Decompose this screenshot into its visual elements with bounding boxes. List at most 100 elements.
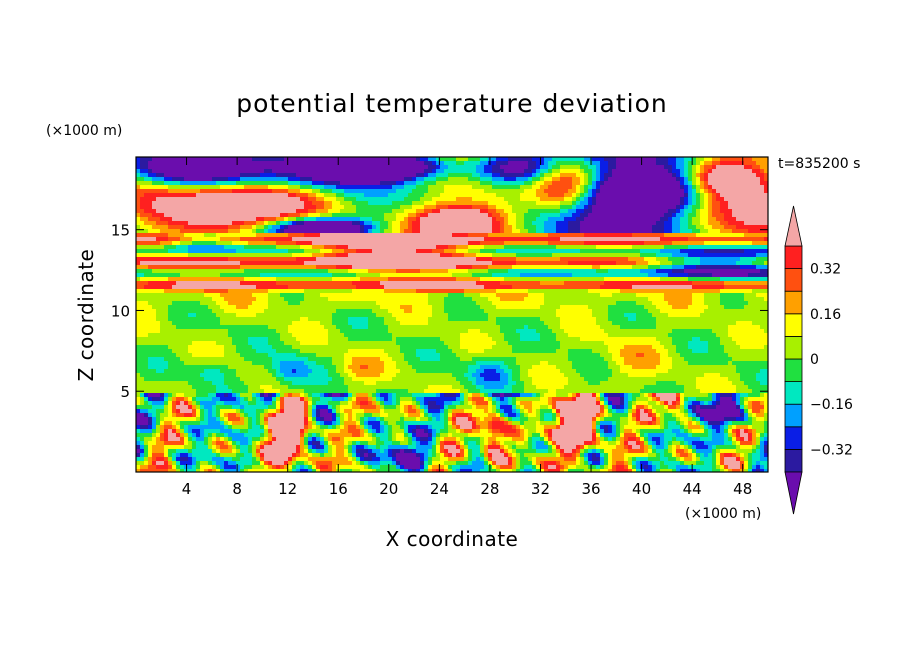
field-cell [276, 225, 281, 230]
field-cell [404, 237, 409, 242]
field-cell [292, 157, 297, 162]
field-cell [344, 209, 349, 214]
field-cell [588, 201, 593, 206]
field-cell [400, 189, 405, 194]
field-cell [252, 281, 257, 286]
field-cell [276, 181, 281, 186]
field-cell [172, 265, 177, 270]
field-cell [332, 189, 337, 194]
field-cell [704, 265, 709, 270]
field-cell [664, 157, 669, 162]
field-cell [712, 273, 717, 278]
field-cell [440, 161, 445, 166]
field-cell [240, 281, 245, 286]
field-cell [180, 189, 185, 194]
field-cell [556, 225, 561, 230]
field-cell [672, 221, 677, 226]
field-cell [324, 185, 329, 190]
field-cell [600, 193, 605, 198]
field-cell [188, 201, 193, 206]
field-cell [732, 225, 737, 230]
field-cell [616, 253, 621, 258]
field-cell [692, 225, 697, 230]
field-cell [252, 249, 257, 254]
field-cell [168, 209, 173, 214]
field-cell [504, 273, 509, 278]
field-cell [264, 157, 269, 162]
field-cell [280, 185, 285, 190]
field-cell [300, 185, 305, 190]
field-cell [220, 269, 225, 274]
field-cell [452, 201, 457, 206]
field-cell [292, 201, 297, 206]
field-cell [248, 241, 253, 246]
field-cell [380, 209, 385, 214]
field-cell [292, 245, 297, 250]
field-cell [760, 217, 765, 222]
field-cell [668, 229, 673, 234]
field-cell [752, 237, 757, 242]
field-cell [568, 233, 573, 238]
field-cell [380, 181, 385, 186]
field-cell [464, 189, 469, 194]
field-cell [748, 241, 753, 246]
field-cell [320, 209, 325, 214]
field-cell [188, 245, 193, 250]
field-cell [616, 233, 621, 238]
field-cell [192, 173, 197, 178]
field-cell [156, 249, 161, 254]
field-cell [648, 193, 653, 198]
field-cell [692, 177, 697, 182]
field-cell [696, 165, 701, 170]
field-cell [240, 221, 245, 226]
field-cell [328, 181, 333, 186]
field-cell [208, 233, 213, 238]
field-cell [156, 265, 161, 270]
field-cell [388, 193, 393, 198]
field-cell [680, 157, 685, 162]
field-cell [632, 197, 637, 202]
field-cell [420, 245, 425, 250]
field-cell [224, 185, 229, 190]
field-cell [760, 233, 765, 238]
field-cell [488, 257, 493, 262]
field-cell [656, 201, 661, 206]
field-cell [444, 201, 449, 206]
field-cell [172, 189, 177, 194]
field-cell [748, 245, 753, 250]
field-cell [408, 181, 413, 186]
field-cell [692, 205, 697, 210]
field-cell [376, 265, 381, 270]
field-cell [408, 161, 413, 166]
field-cell [356, 241, 361, 246]
field-cell [284, 213, 289, 218]
field-cell [416, 221, 421, 226]
field-cell [256, 225, 261, 230]
field-cell [636, 265, 641, 270]
field-cell [200, 241, 205, 246]
field-cell [148, 217, 153, 222]
field-cell [152, 277, 157, 282]
field-cell [564, 157, 569, 162]
field-cell [764, 273, 769, 278]
field-cell [632, 157, 637, 162]
field-cell [548, 185, 553, 190]
field-cell [464, 197, 469, 202]
field-cell [624, 213, 629, 218]
field-cell [136, 205, 141, 210]
field-cell [476, 193, 481, 198]
field-cell [328, 277, 333, 282]
field-cell [180, 193, 185, 198]
field-cell [452, 205, 457, 210]
field-cell [472, 225, 477, 230]
field-cell [416, 265, 421, 270]
field-cell [236, 169, 241, 174]
field-cell [612, 157, 617, 162]
field-cell [668, 205, 673, 210]
field-cell [676, 169, 681, 174]
field-cell [592, 277, 597, 282]
field-cell [456, 189, 461, 194]
field-cell [672, 157, 677, 162]
field-cell [612, 225, 617, 230]
field-cell [300, 281, 305, 286]
